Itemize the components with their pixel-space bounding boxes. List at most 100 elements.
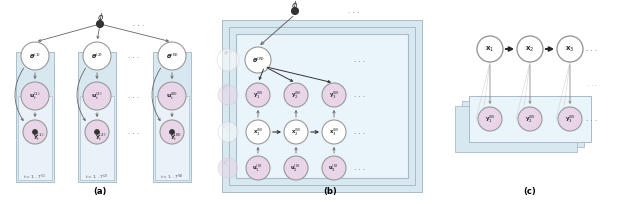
Circle shape <box>218 122 238 142</box>
Text: . . .: . . . <box>348 7 360 15</box>
Circle shape <box>85 120 109 144</box>
Text: $t=1..T^{(2)}$: $t=1..T^{(2)}$ <box>85 172 109 182</box>
Bar <box>455 106 577 152</box>
Text: $\mathbf{u}_t^{(N)}$: $\mathbf{u}_t^{(N)}$ <box>166 90 178 102</box>
Text: $\mathbf{x}_3^{(N)}$: $\mathbf{x}_3^{(N)}$ <box>328 126 339 138</box>
Circle shape <box>158 42 186 70</box>
Text: $\mathbf{u}_3^{(N)}$: $\mathbf{u}_3^{(N)}$ <box>328 162 340 174</box>
Text: $\mathbf{y}_t^{(1)}$: $\mathbf{y}_t^{(1)}$ <box>33 131 45 143</box>
Circle shape <box>246 120 270 144</box>
Text: . . .: . . . <box>355 128 365 136</box>
Text: . . .: . . . <box>586 45 598 53</box>
Text: $\mathbf{x}_2^{(N)}$: $\mathbf{x}_2^{(N)}$ <box>291 126 301 138</box>
Circle shape <box>284 156 308 180</box>
Circle shape <box>506 119 526 139</box>
Text: $\mathbf{y}_3^{(N)}$: $\mathbf{y}_3^{(N)}$ <box>564 113 575 125</box>
Bar <box>155 96 189 180</box>
Circle shape <box>246 83 270 107</box>
Circle shape <box>21 42 49 70</box>
Text: (c): (c) <box>524 187 536 196</box>
Bar <box>18 96 52 180</box>
Circle shape <box>466 119 486 139</box>
Text: . . .: . . . <box>355 91 365 99</box>
Bar <box>236 34 408 178</box>
Text: $\mathbf{y}$: $\mathbf{y}$ <box>480 120 486 128</box>
Circle shape <box>513 114 533 134</box>
Circle shape <box>23 120 47 144</box>
Circle shape <box>546 119 566 139</box>
Circle shape <box>473 114 493 134</box>
Text: $\mathbf{x}_2$: $\mathbf{x}_2$ <box>525 44 534 54</box>
Bar <box>462 101 584 147</box>
Circle shape <box>21 82 49 110</box>
Circle shape <box>322 120 346 144</box>
Text: $\phi$: $\phi$ <box>97 10 104 23</box>
Circle shape <box>322 83 346 107</box>
Text: $\mathbf{u}_1^{(2)}$: $\mathbf{u}_1^{(2)}$ <box>221 157 231 169</box>
Text: $\boldsymbol{\theta}^{(2)}$: $\boldsymbol{\theta}^{(2)}$ <box>91 51 103 61</box>
Text: (b): (b) <box>323 187 337 196</box>
Text: $\mathbf{u}_t^{(1)}$: $\mathbf{u}_t^{(1)}$ <box>29 90 41 102</box>
Circle shape <box>160 120 184 144</box>
Circle shape <box>33 130 38 134</box>
Text: $\mathbf{y}_1^{(2)}$: $\mathbf{y}_1^{(2)}$ <box>221 82 231 94</box>
Circle shape <box>518 107 542 131</box>
Text: $\mathbf{u}_1^{(N)}$: $\mathbf{u}_1^{(N)}$ <box>252 162 264 174</box>
Circle shape <box>291 8 298 14</box>
Text: $\mathbf{y}_2^{(N)}$: $\mathbf{y}_2^{(N)}$ <box>291 89 301 101</box>
Circle shape <box>246 156 270 180</box>
Circle shape <box>218 85 238 105</box>
Circle shape <box>553 114 573 134</box>
Circle shape <box>477 36 503 62</box>
Bar <box>229 27 415 185</box>
Bar <box>16 52 54 182</box>
Text: . . .: . . . <box>355 56 365 64</box>
Text: . . .: . . . <box>588 82 596 86</box>
Circle shape <box>170 130 175 134</box>
Text: $t=1..T^{(N)}$: $t=1..T^{(N)}$ <box>160 172 184 182</box>
Circle shape <box>95 130 99 134</box>
Text: $\boldsymbol{\theta}^{(2)}$: $\boldsymbol{\theta}^{(2)}$ <box>223 48 234 58</box>
Circle shape <box>83 82 111 110</box>
Circle shape <box>217 49 239 71</box>
Text: . . .: . . . <box>133 20 145 28</box>
Text: $\boldsymbol{\theta}^{(N)}$: $\boldsymbol{\theta}^{(N)}$ <box>252 55 264 65</box>
Circle shape <box>245 47 271 73</box>
Circle shape <box>517 36 543 62</box>
Text: . . .: . . . <box>355 164 365 172</box>
Circle shape <box>284 120 308 144</box>
Text: $\mathbf{y}_1^{(N)}$: $\mathbf{y}_1^{(N)}$ <box>253 89 264 101</box>
Text: $\mathbf{x}_1^{(N)}$: $\mathbf{x}_1^{(N)}$ <box>253 126 264 138</box>
Bar <box>78 52 116 182</box>
Bar <box>469 96 591 142</box>
Bar <box>80 96 114 180</box>
Circle shape <box>97 20 104 28</box>
Text: $\mathbf{u}_2^{(N)}$: $\mathbf{u}_2^{(N)}$ <box>291 162 301 174</box>
Bar <box>469 96 591 142</box>
Circle shape <box>557 36 583 62</box>
Circle shape <box>218 158 238 178</box>
Text: $\mathbf{y}_t^{(2)}$: $\mathbf{y}_t^{(2)}$ <box>95 131 107 143</box>
Bar <box>222 20 422 192</box>
Bar <box>236 34 408 178</box>
Circle shape <box>558 107 582 131</box>
Text: $\mathbf{y}_t^{(N)}$: $\mathbf{y}_t^{(N)}$ <box>170 131 182 143</box>
Text: $\mathbf{x}_1^{(2)}$: $\mathbf{x}_1^{(2)}$ <box>221 121 231 133</box>
Text: $\mathbf{x}_3$: $\mathbf{x}_3$ <box>565 44 575 54</box>
Text: $\boldsymbol{\theta}^{(1)}$: $\boldsymbol{\theta}^{(1)}$ <box>29 51 41 61</box>
Text: . . .: . . . <box>129 52 140 60</box>
Bar <box>153 52 191 182</box>
Text: . . .: . . . <box>129 128 140 136</box>
Text: $t=1..T^{(1)}$: $t=1..T^{(1)}$ <box>23 172 47 182</box>
Circle shape <box>322 156 346 180</box>
Circle shape <box>158 82 186 110</box>
Text: . . .: . . . <box>129 92 140 100</box>
Text: $\mathbf{y}_2^{(N)}$: $\mathbf{y}_2^{(N)}$ <box>525 113 536 125</box>
Circle shape <box>478 107 502 131</box>
Text: $\boldsymbol{\theta}^{(N)}$: $\boldsymbol{\theta}^{(N)}$ <box>166 51 179 61</box>
Text: (a): (a) <box>93 187 107 196</box>
Text: $\mathbf{x}_1$: $\mathbf{x}_1$ <box>485 44 495 54</box>
Text: $\mathbf{y}_1^{(N)}$: $\mathbf{y}_1^{(N)}$ <box>484 113 495 125</box>
Text: . . .: . . . <box>586 115 598 123</box>
Text: $\phi$: $\phi$ <box>291 0 299 11</box>
